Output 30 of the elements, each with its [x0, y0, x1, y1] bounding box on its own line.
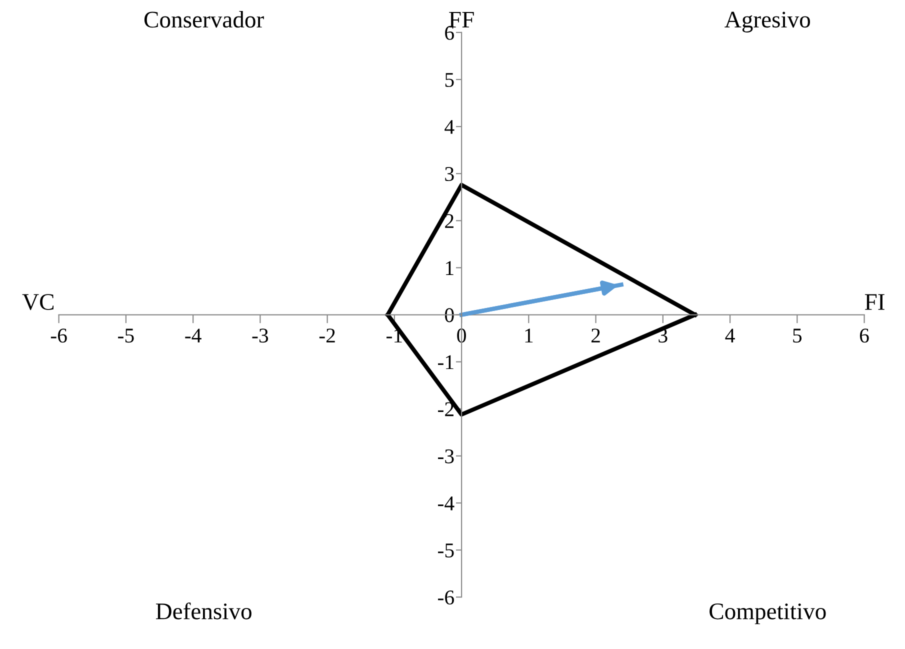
x-tick-label: 5 — [793, 328, 802, 343]
x-tick-label: 6 — [860, 328, 869, 343]
text: Defensivo — [156, 602, 252, 620]
y-tick-label: 0 — [444, 308, 454, 322]
x-tick-label: -4 — [185, 328, 202, 342]
x-tick-label: -6 — [50, 328, 67, 343]
y-tick-label: -1 — [438, 355, 454, 370]
y-tick-label: -6 — [438, 590, 454, 605]
y-tick-label: -5 — [438, 544, 454, 558]
y-tick-label: -4 — [438, 496, 454, 510]
text: Competitivo — [710, 603, 826, 624]
y-tick-label: 2 — [445, 214, 454, 228]
x-tick-label: -5 — [118, 328, 134, 343]
x-tick-label: -3 — [252, 328, 268, 343]
y-tick-label: 1 — [446, 261, 454, 275]
text: Conservador — [144, 11, 264, 28]
y-tick-label: -3 — [438, 449, 454, 464]
y-tick-label: 3 — [445, 167, 454, 182]
x-tick-label: 4 — [725, 328, 735, 342]
y-tick-label: 4 — [444, 120, 454, 134]
x-tick-label: 0 — [457, 328, 466, 343]
x-axis-title: FI — [864, 294, 884, 310]
text: VC — [22, 294, 54, 310]
y-tick-label: 5 — [445, 73, 454, 87]
y-tick-label: 6 — [445, 26, 454, 40]
x-tick-label: 2 — [592, 328, 600, 342]
x-tick-label: -2 — [319, 328, 335, 342]
y-axis-title: FF — [449, 12, 474, 28]
x-tick-label: 1 — [525, 328, 533, 342]
annotation: Agresivo — [724, 12, 810, 32]
